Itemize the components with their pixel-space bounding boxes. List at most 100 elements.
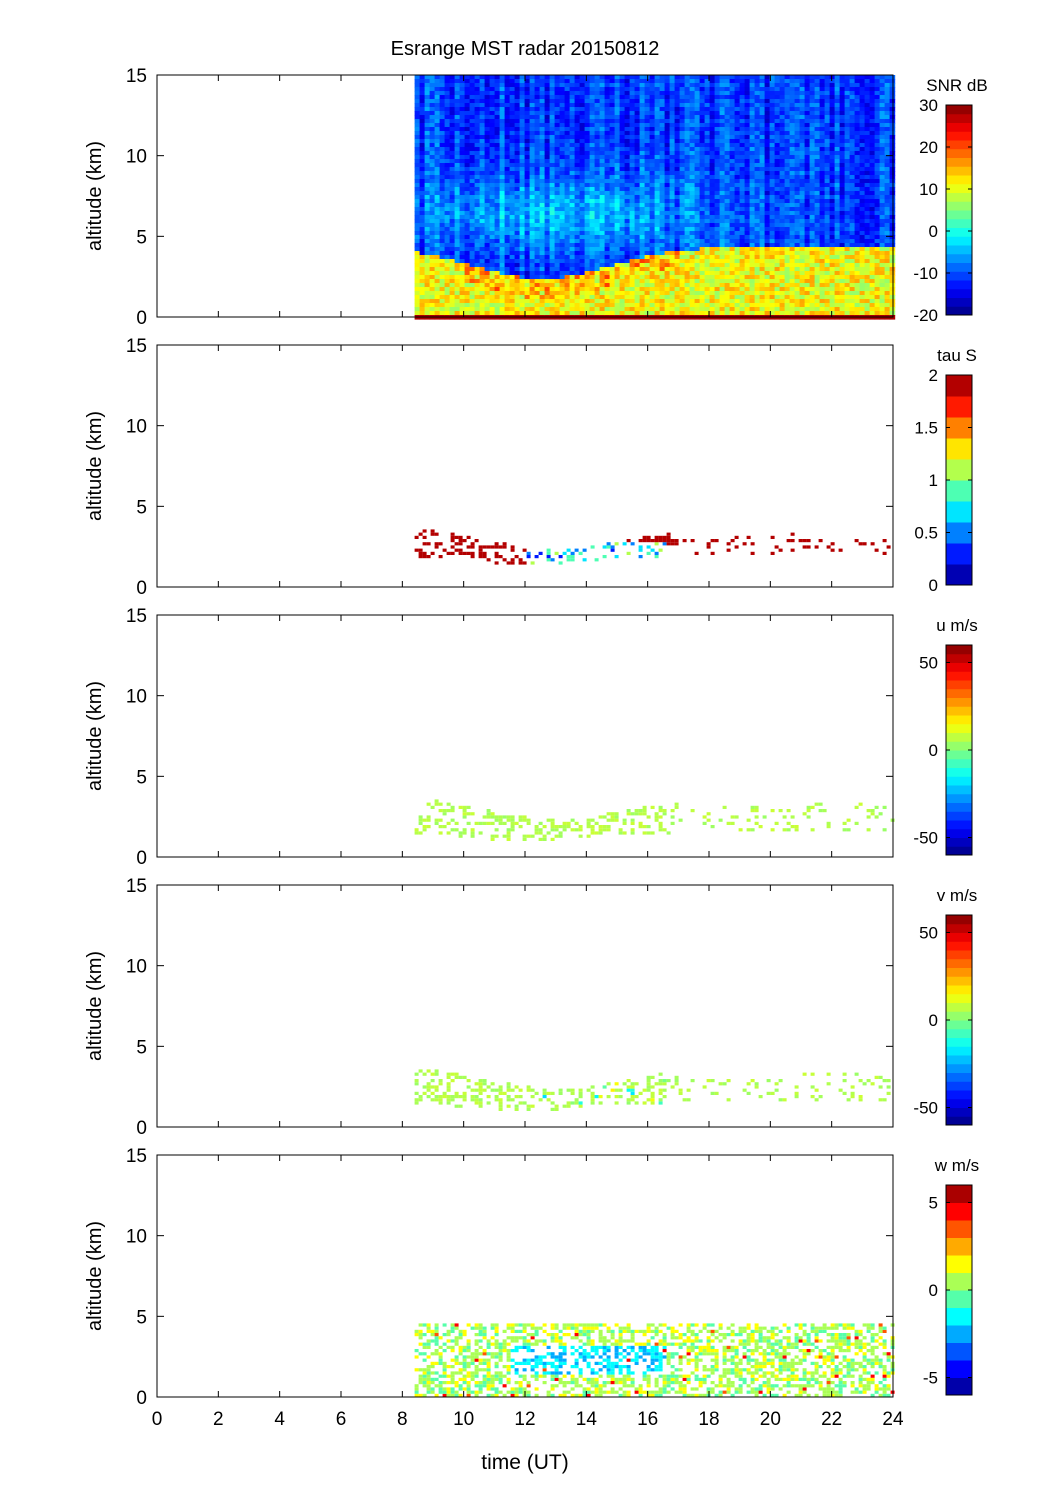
heatmap-cell xyxy=(739,255,746,260)
heatmap-cell xyxy=(509,107,516,112)
heatmap-cell xyxy=(449,147,456,152)
heatmap-cell xyxy=(664,143,671,148)
heatmap-cell xyxy=(494,91,501,96)
heatmap-cell xyxy=(424,135,431,140)
heatmap-cell xyxy=(494,287,501,292)
heatmap-cell xyxy=(724,179,731,184)
heatmap-cell xyxy=(789,171,796,176)
heatmap-cell xyxy=(694,255,701,260)
heatmap-cell xyxy=(744,251,751,256)
heatmap-cell xyxy=(619,255,626,260)
heatmap-cell xyxy=(529,287,536,292)
heatmap-cell xyxy=(534,231,541,236)
heatmap-cell xyxy=(514,235,521,240)
heatmap-cell xyxy=(809,235,816,240)
heatmap-cell xyxy=(599,291,606,296)
heatmap-cell xyxy=(544,79,551,84)
heatmap-cell xyxy=(784,299,791,304)
heatmap-cell xyxy=(784,179,791,184)
heatmap-cell xyxy=(519,303,526,308)
heatmap-cell xyxy=(784,131,791,136)
heatmap-cell xyxy=(734,259,741,264)
heatmap-cell xyxy=(494,127,501,132)
heatmap-cell xyxy=(769,227,776,232)
heatmap-cell xyxy=(594,263,601,268)
heatmap-cell xyxy=(549,223,556,228)
heatmap-cell xyxy=(509,155,516,160)
heatmap-cell xyxy=(569,175,576,180)
heatmap-cell xyxy=(654,179,661,184)
heatmap-cell xyxy=(784,215,791,220)
heatmap-cell xyxy=(744,135,751,140)
heatmap-cell xyxy=(649,243,656,248)
heatmap-cell xyxy=(614,271,621,276)
heatmap-cell xyxy=(709,243,716,248)
heatmap-cell xyxy=(589,183,596,188)
heatmap-cell xyxy=(464,307,471,312)
heatmap-cell xyxy=(454,179,461,184)
heatmap-cell xyxy=(814,243,821,248)
heatmap-cell xyxy=(774,279,781,284)
heatmap-cell xyxy=(564,163,571,168)
heatmap-cell xyxy=(774,211,781,216)
heatmap-cell xyxy=(769,179,776,184)
heatmap-cell xyxy=(764,127,771,132)
heatmap-cell xyxy=(629,155,636,160)
heatmap-cell xyxy=(479,191,486,196)
heatmap-cell xyxy=(549,231,556,236)
heatmap-cell xyxy=(504,255,511,260)
heatmap-cell xyxy=(744,183,751,188)
heatmap-cell xyxy=(664,223,671,228)
heatmap-cell xyxy=(724,123,731,128)
heatmap-cell xyxy=(759,131,766,136)
heatmap-cell xyxy=(804,207,811,212)
heatmap-cell xyxy=(744,187,751,192)
heatmap-cell xyxy=(439,95,446,100)
heatmap-cell xyxy=(634,219,641,224)
heatmap-cell xyxy=(659,235,666,240)
heatmap-cell xyxy=(804,187,811,192)
heatmap-cell xyxy=(534,275,541,280)
heatmap-cell xyxy=(614,311,621,316)
heatmap-cell xyxy=(474,303,481,308)
heatmap-cell xyxy=(489,283,496,288)
heatmap-cell xyxy=(629,123,636,128)
heatmap-cell xyxy=(579,199,586,204)
heatmap-cell xyxy=(514,203,521,208)
heatmap-cell xyxy=(694,143,701,148)
heatmap-cell xyxy=(814,303,821,308)
heatmap-cell xyxy=(459,311,466,316)
heatmap-cell xyxy=(714,99,721,104)
heatmap-cell xyxy=(604,167,611,172)
heatmap-cell xyxy=(784,135,791,140)
heatmap-cell xyxy=(614,183,621,188)
heatmap-cell xyxy=(669,259,676,264)
heatmap-cell xyxy=(634,211,641,216)
heatmap-cell xyxy=(634,151,641,156)
heatmap-cell xyxy=(519,263,526,268)
heatmap-cell xyxy=(669,299,676,304)
heatmap-cell xyxy=(599,83,606,88)
heatmap-cell xyxy=(754,103,761,108)
heatmap-cell xyxy=(524,291,531,296)
heatmap-cell xyxy=(789,235,796,240)
heatmap-cell xyxy=(739,147,746,152)
heatmap-cell xyxy=(744,127,751,132)
heatmap-cell xyxy=(709,87,716,92)
heatmap-cell xyxy=(609,159,616,164)
heatmap-cell xyxy=(489,267,496,272)
heatmap-cell xyxy=(699,247,706,252)
heatmap-cell xyxy=(424,259,431,264)
heatmap-cell xyxy=(769,95,776,100)
heatmap-cell xyxy=(469,107,476,112)
heatmap-cell xyxy=(479,279,486,284)
heatmap-cell xyxy=(759,171,766,176)
heatmap-cell xyxy=(779,139,786,144)
heatmap-cell xyxy=(589,195,596,200)
heatmap-cell xyxy=(634,291,641,296)
heatmap-cell xyxy=(584,259,591,264)
heatmap-cell xyxy=(544,171,551,176)
heatmap-cell xyxy=(654,255,661,260)
heatmap-cell xyxy=(434,151,441,156)
heatmap-cell xyxy=(629,167,636,172)
